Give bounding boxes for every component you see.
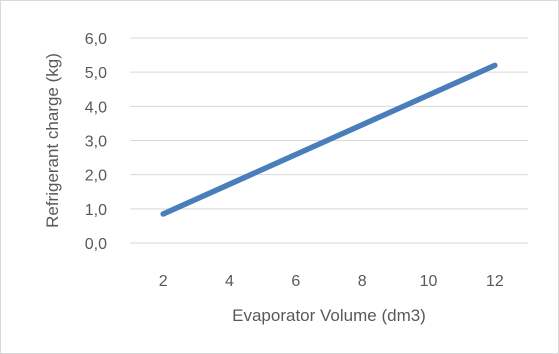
y-tick-label: 1,0 [85,202,107,219]
x-tick-label: 12 [486,273,504,290]
x-tick-label: 8 [358,273,367,290]
x-tick-label: 10 [420,273,438,290]
x-axis-tick-labels: 2 4 6 8 10 12 [159,273,504,290]
y-tick-label: 5,0 [85,65,107,82]
y-tick-label: 2,0 [85,168,107,185]
gridlines [130,37,528,244]
y-tick-label: 4,0 [85,99,107,116]
x-tick-label: 2 [159,273,168,290]
series-layer [160,62,498,217]
y-axis-tick-labels: 0,0 1,0 2,0 3,0 4,0 5,0 6,0 [85,31,107,253]
y-axis-title: Refrigerant charge (kg) [43,53,62,228]
x-axis-title: Evaporator Volume (dm3) [232,306,426,325]
y-tick-label: 0,0 [85,236,107,253]
x-tick-label: 6 [291,273,300,290]
series-line-0 [160,62,498,217]
y-tick-label: 3,0 [85,134,107,151]
y-tick-label: 6,0 [85,31,107,48]
x-tick-label: 4 [225,273,234,290]
